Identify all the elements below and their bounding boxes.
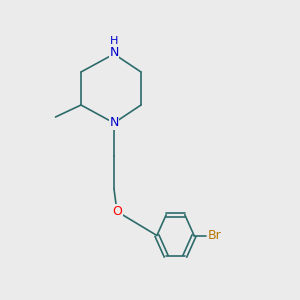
Text: O: O [112, 205, 122, 218]
Text: Br: Br [208, 229, 221, 242]
Text: N: N [109, 46, 119, 59]
Text: N: N [109, 116, 119, 130]
Text: H: H [110, 36, 118, 46]
